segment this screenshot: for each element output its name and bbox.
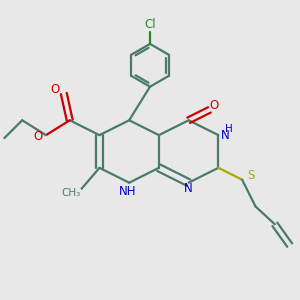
Text: N: N bbox=[221, 129, 230, 142]
Text: N: N bbox=[184, 182, 193, 195]
Text: Cl: Cl bbox=[144, 18, 156, 31]
Text: CH₃: CH₃ bbox=[61, 188, 81, 198]
Text: H: H bbox=[225, 124, 232, 134]
Text: NH: NH bbox=[119, 184, 136, 197]
Text: O: O bbox=[33, 130, 42, 143]
Text: O: O bbox=[209, 99, 218, 112]
Text: S: S bbox=[247, 169, 254, 182]
Text: O: O bbox=[51, 83, 60, 97]
